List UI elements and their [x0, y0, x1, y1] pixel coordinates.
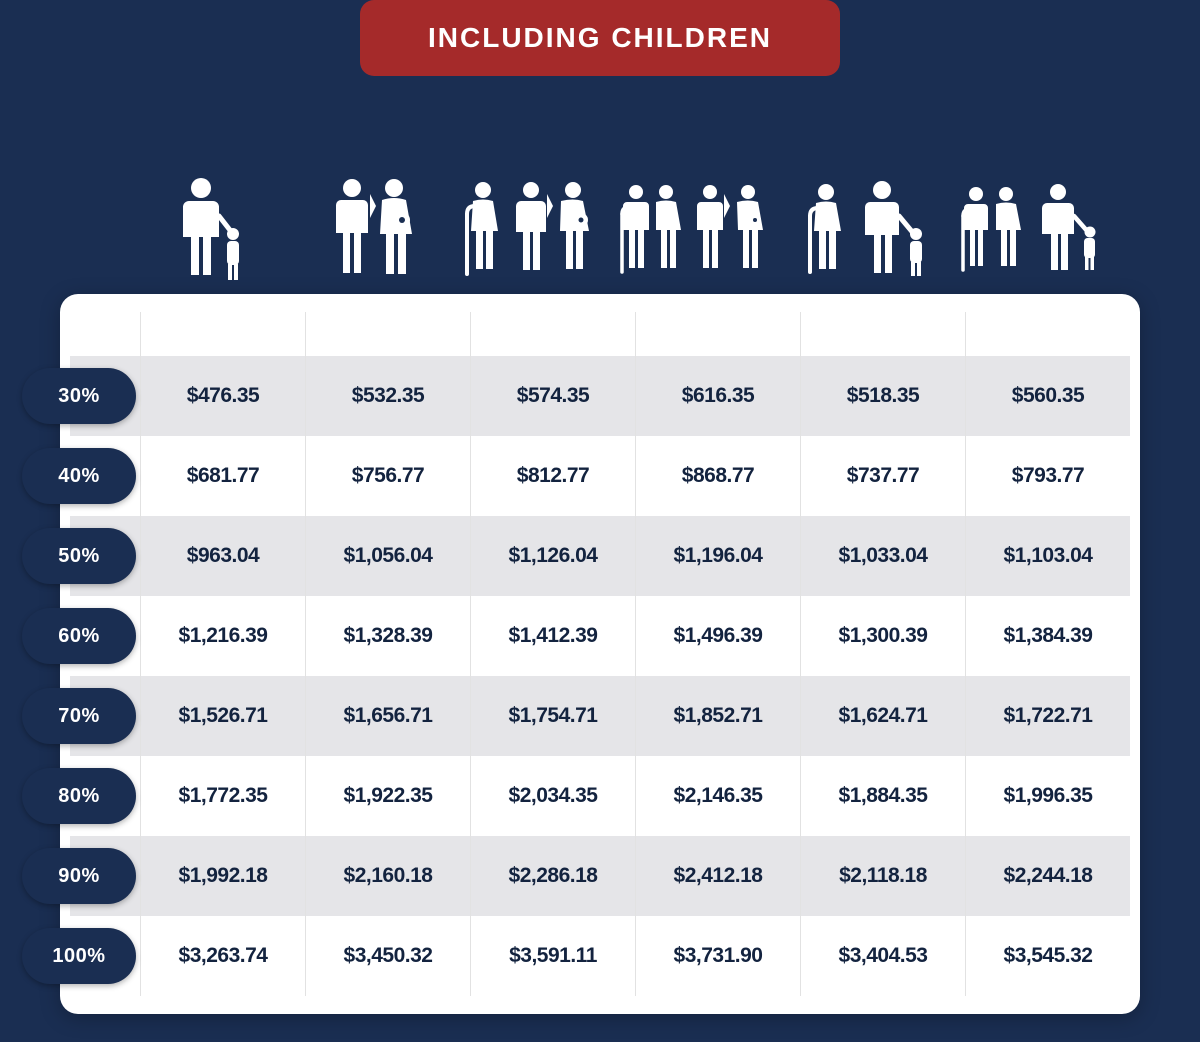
rate-table-card: 30% $476.35 $532.35 $574.35 $616.35 $518… [60, 294, 1140, 1014]
rate-cell: $3,545.32 [965, 916, 1130, 996]
rate-cell: $2,034.35 [470, 756, 635, 836]
rate-cell: $1,033.04 [800, 516, 965, 596]
pct-label: 30% [58, 385, 100, 408]
rate-cell: $963.04 [140, 516, 305, 596]
rate-cell: $793.77 [965, 436, 1130, 516]
rate-cell: $616.35 [635, 356, 800, 436]
col-icon-two-parents-veteran-child [960, 166, 1140, 286]
rate-cell: $1,196.04 [635, 516, 800, 596]
pct-label: 80% [58, 785, 100, 808]
rate-cell: $756.77 [305, 436, 470, 516]
rate-cell: $2,146.35 [635, 756, 800, 836]
rate-cell: $3,263.74 [140, 916, 305, 996]
pct-pill: 70% [22, 688, 136, 744]
rate-cell: $1,992.18 [140, 836, 305, 916]
rate-cell: $1,772.35 [140, 756, 305, 836]
col-icon-two-parents-spouse-pregnant [618, 166, 798, 286]
column-icons-row [60, 156, 1140, 286]
rate-cell: $476.35 [140, 356, 305, 436]
col-icon-one-parent-veteran-child [798, 166, 961, 286]
pct-label: 40% [58, 465, 100, 488]
rate-cell: $1,496.39 [635, 596, 800, 676]
rate-cell: $1,328.39 [305, 596, 470, 676]
rate-cell: $1,656.71 [305, 676, 470, 756]
rate-cell: $1,056.04 [305, 516, 470, 596]
chart-container: 30% $476.35 $532.35 $574.35 $616.35 $518… [0, 156, 1200, 1014]
rate-cell: $3,731.90 [635, 916, 800, 996]
col-icon-spouse-pregnant [293, 166, 456, 286]
rate-cell: $518.35 [800, 356, 965, 436]
title-text: INCLUDING CHILDREN [428, 22, 772, 53]
rate-cell: $1,852.71 [635, 676, 800, 756]
rate-cell: $1,126.04 [470, 516, 635, 596]
rate-cell: $812.77 [470, 436, 635, 516]
rate-cell: $3,404.53 [800, 916, 965, 996]
rate-cell: $2,160.18 [305, 836, 470, 916]
pct-label: 60% [58, 625, 100, 648]
pct-pill: 80% [22, 768, 136, 824]
elder-couple-pregnant-icon [461, 176, 611, 286]
rate-cell: $560.35 [965, 356, 1130, 436]
rate-cell: $3,591.11 [470, 916, 635, 996]
pct-label: 100% [52, 945, 105, 968]
pct-pill: 60% [22, 608, 136, 664]
rate-cell: $1,384.39 [965, 596, 1130, 676]
pct-pill: 40% [22, 448, 136, 504]
rate-cell: $681.77 [140, 436, 305, 516]
rate-table-grid: 30% $476.35 $532.35 $574.35 $616.35 $518… [70, 312, 1130, 996]
two-elders-veteran-child-icon [960, 176, 1140, 286]
rate-cell: $1,884.35 [800, 756, 965, 836]
rate-cell: $1,996.35 [965, 756, 1130, 836]
col-icon-one-parent-spouse-pregnant [455, 166, 618, 286]
col-icon-veteran-with-child [130, 166, 293, 286]
rate-cell: $1,922.35 [305, 756, 470, 836]
pct-label: 70% [58, 705, 100, 728]
rate-cell: $574.35 [470, 356, 635, 436]
rate-cell: $1,216.39 [140, 596, 305, 676]
rate-cell: $1,624.71 [800, 676, 965, 756]
rate-cell: $2,412.18 [635, 836, 800, 916]
rate-cell: $1,300.39 [800, 596, 965, 676]
rate-cell: $1,526.71 [140, 676, 305, 756]
rate-cell: $1,412.39 [470, 596, 635, 676]
pct-label: 50% [58, 545, 100, 568]
person-child-icon [171, 176, 251, 286]
pct-pill: 90% [22, 848, 136, 904]
pct-label: 90% [58, 865, 100, 888]
pct-pill: 30% [22, 368, 136, 424]
rate-cell: $1,722.71 [965, 676, 1130, 756]
rate-cell: $2,244.18 [965, 836, 1130, 916]
rate-cell: $2,286.18 [470, 836, 635, 916]
couple-pregnant-icon [324, 176, 424, 286]
rate-cell: $1,754.71 [470, 676, 635, 756]
rate-cell: $532.35 [305, 356, 470, 436]
two-elders-couple-pregnant-icon [618, 176, 798, 286]
rate-cell: $1,103.04 [965, 516, 1130, 596]
elder-veteran-child-icon [804, 176, 954, 286]
rate-cell: $737.77 [800, 436, 965, 516]
rate-cell: $868.77 [635, 436, 800, 516]
title-banner: INCLUDING CHILDREN [360, 0, 840, 76]
pct-pill: 50% [22, 528, 136, 584]
pct-pill: 100% [22, 928, 136, 984]
rate-cell: $2,118.18 [800, 836, 965, 916]
rate-cell: $3,450.32 [305, 916, 470, 996]
